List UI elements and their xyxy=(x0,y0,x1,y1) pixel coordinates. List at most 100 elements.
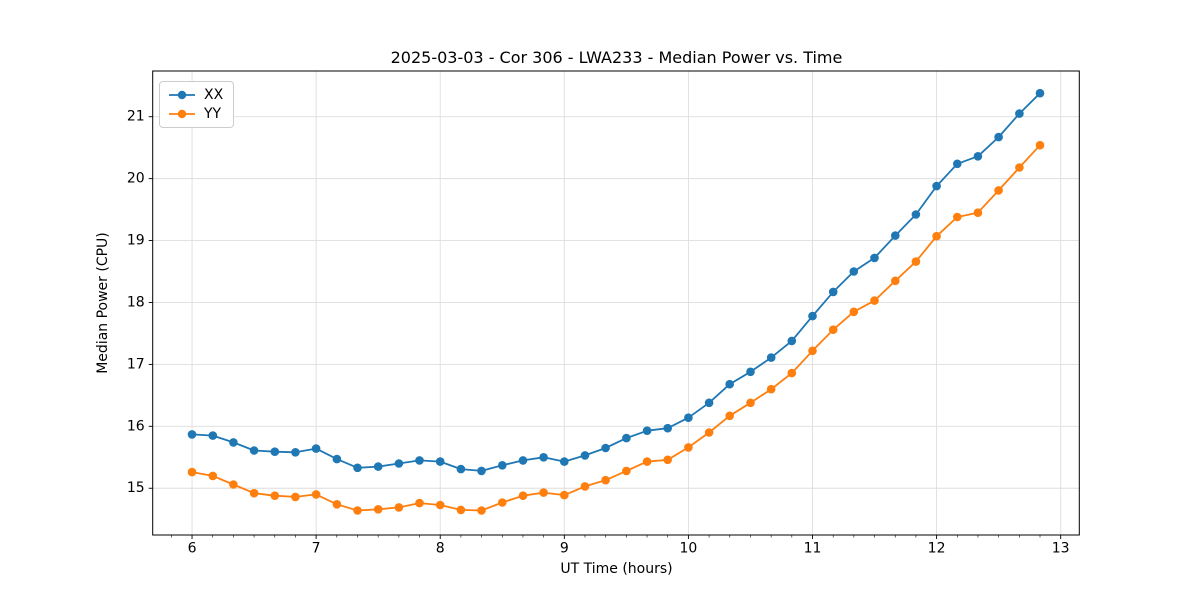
data-point-XX xyxy=(332,454,342,464)
data-point-XX xyxy=(828,287,838,297)
y-tick-label: 18 xyxy=(127,294,145,310)
data-point-XX xyxy=(477,466,486,476)
data-point-XX xyxy=(601,443,610,453)
legend-label-xx: XX xyxy=(204,87,224,103)
x-tick-label: 9 xyxy=(560,541,569,557)
data-point-YY xyxy=(373,505,383,514)
data-point-YY xyxy=(270,491,280,501)
y-tick-label: 20 xyxy=(127,171,145,187)
data-point-YY xyxy=(684,443,693,452)
y-tick-label: 16 xyxy=(127,418,145,434)
data-point-XX xyxy=(1015,109,1024,118)
data-point-YY xyxy=(498,498,507,507)
data-point-XX xyxy=(911,210,921,219)
data-point-XX xyxy=(891,231,900,240)
data-point-YY xyxy=(539,488,548,497)
legend: XX YY xyxy=(159,81,235,128)
data-point-YY xyxy=(435,500,445,510)
data-point-YY xyxy=(891,276,900,286)
data-point-XX xyxy=(870,253,879,263)
data-point-YY xyxy=(704,428,714,437)
legend-item-yy: YY xyxy=(168,106,223,122)
data-point-XX xyxy=(229,438,238,447)
chart-title: 2025-03-03 - Cor 306 - LWA233 - Median P… xyxy=(390,48,843,67)
data-point-XX xyxy=(539,453,548,462)
data-point-YY xyxy=(911,257,921,266)
data-point-YY xyxy=(932,231,941,241)
data-point-XX xyxy=(249,446,259,455)
data-point-XX xyxy=(580,451,590,460)
data-point-YY xyxy=(663,455,672,465)
data-point-XX xyxy=(518,456,528,465)
data-point-YY xyxy=(229,480,238,489)
x-tick-label: 8 xyxy=(436,541,445,557)
data-point-YY xyxy=(642,457,652,466)
y-tick-label: 15 xyxy=(127,480,145,496)
data-point-YY xyxy=(725,411,734,421)
data-point-YY xyxy=(580,482,590,491)
data-point-XX xyxy=(498,461,507,470)
data-point-YY xyxy=(828,325,838,335)
data-point-XX xyxy=(746,367,755,377)
data-point-XX xyxy=(642,426,652,436)
data-point-YY xyxy=(622,466,631,476)
data-point-YY xyxy=(332,500,342,509)
data-point-YY xyxy=(601,475,610,485)
data-point-XX xyxy=(766,353,776,362)
data-point-YY xyxy=(1015,163,1024,172)
data-point-XX xyxy=(973,152,983,161)
data-point-XX xyxy=(787,336,797,346)
x-tick-label: 7 xyxy=(312,541,321,557)
data-point-YY xyxy=(415,498,424,508)
data-point-XX xyxy=(394,459,404,468)
line-marker-icon xyxy=(169,109,195,119)
data-point-YY xyxy=(187,467,197,477)
data-point-XX xyxy=(415,456,424,465)
data-point-XX xyxy=(373,462,383,471)
data-point-XX xyxy=(187,430,197,439)
data-point-XX xyxy=(270,447,280,457)
data-point-YY xyxy=(353,506,362,515)
data-point-YY xyxy=(477,506,486,515)
data-point-YY xyxy=(560,490,569,500)
data-point-YY xyxy=(311,490,321,499)
data-point-XX xyxy=(291,448,300,457)
data-point-XX xyxy=(663,423,672,433)
legend-item-xx: XX xyxy=(168,87,223,103)
data-point-XX xyxy=(684,413,693,423)
data-point-YY xyxy=(746,398,755,408)
data-point-XX xyxy=(994,132,1003,142)
y-tick-label: 17 xyxy=(127,356,145,372)
data-point-XX xyxy=(725,379,734,389)
legend-label-yy: YY xyxy=(204,106,222,122)
data-point-YY xyxy=(1035,140,1045,150)
data-point-YY xyxy=(208,471,218,481)
data-point-XX xyxy=(1035,88,1045,98)
data-point-XX xyxy=(435,457,445,466)
x-tick-label: 12 xyxy=(928,541,946,557)
data-point-XX xyxy=(849,267,859,276)
series-XX-line xyxy=(191,92,1041,472)
x-tick-label: 13 xyxy=(1052,541,1070,557)
data-point-XX xyxy=(622,433,631,443)
data-point-YY xyxy=(291,492,300,502)
x-tick-label: 6 xyxy=(188,541,197,557)
plot-frame xyxy=(152,70,1080,536)
data-point-YY xyxy=(849,307,859,317)
data-point-YY xyxy=(456,505,466,515)
data-point-XX xyxy=(808,311,817,321)
data-point-YY xyxy=(953,212,962,222)
data-point-YY xyxy=(808,346,817,356)
y-tick-label: 21 xyxy=(127,109,145,125)
data-point-YY xyxy=(973,208,983,217)
x-tick-label: 10 xyxy=(679,541,697,557)
data-point-YY xyxy=(518,491,528,501)
data-point-XX xyxy=(353,463,362,473)
data-point-XX xyxy=(932,181,941,191)
data-point-XX xyxy=(456,464,466,474)
data-point-YY xyxy=(249,488,259,498)
data-point-YY xyxy=(394,503,404,512)
y-tick-label: 19 xyxy=(127,233,145,249)
